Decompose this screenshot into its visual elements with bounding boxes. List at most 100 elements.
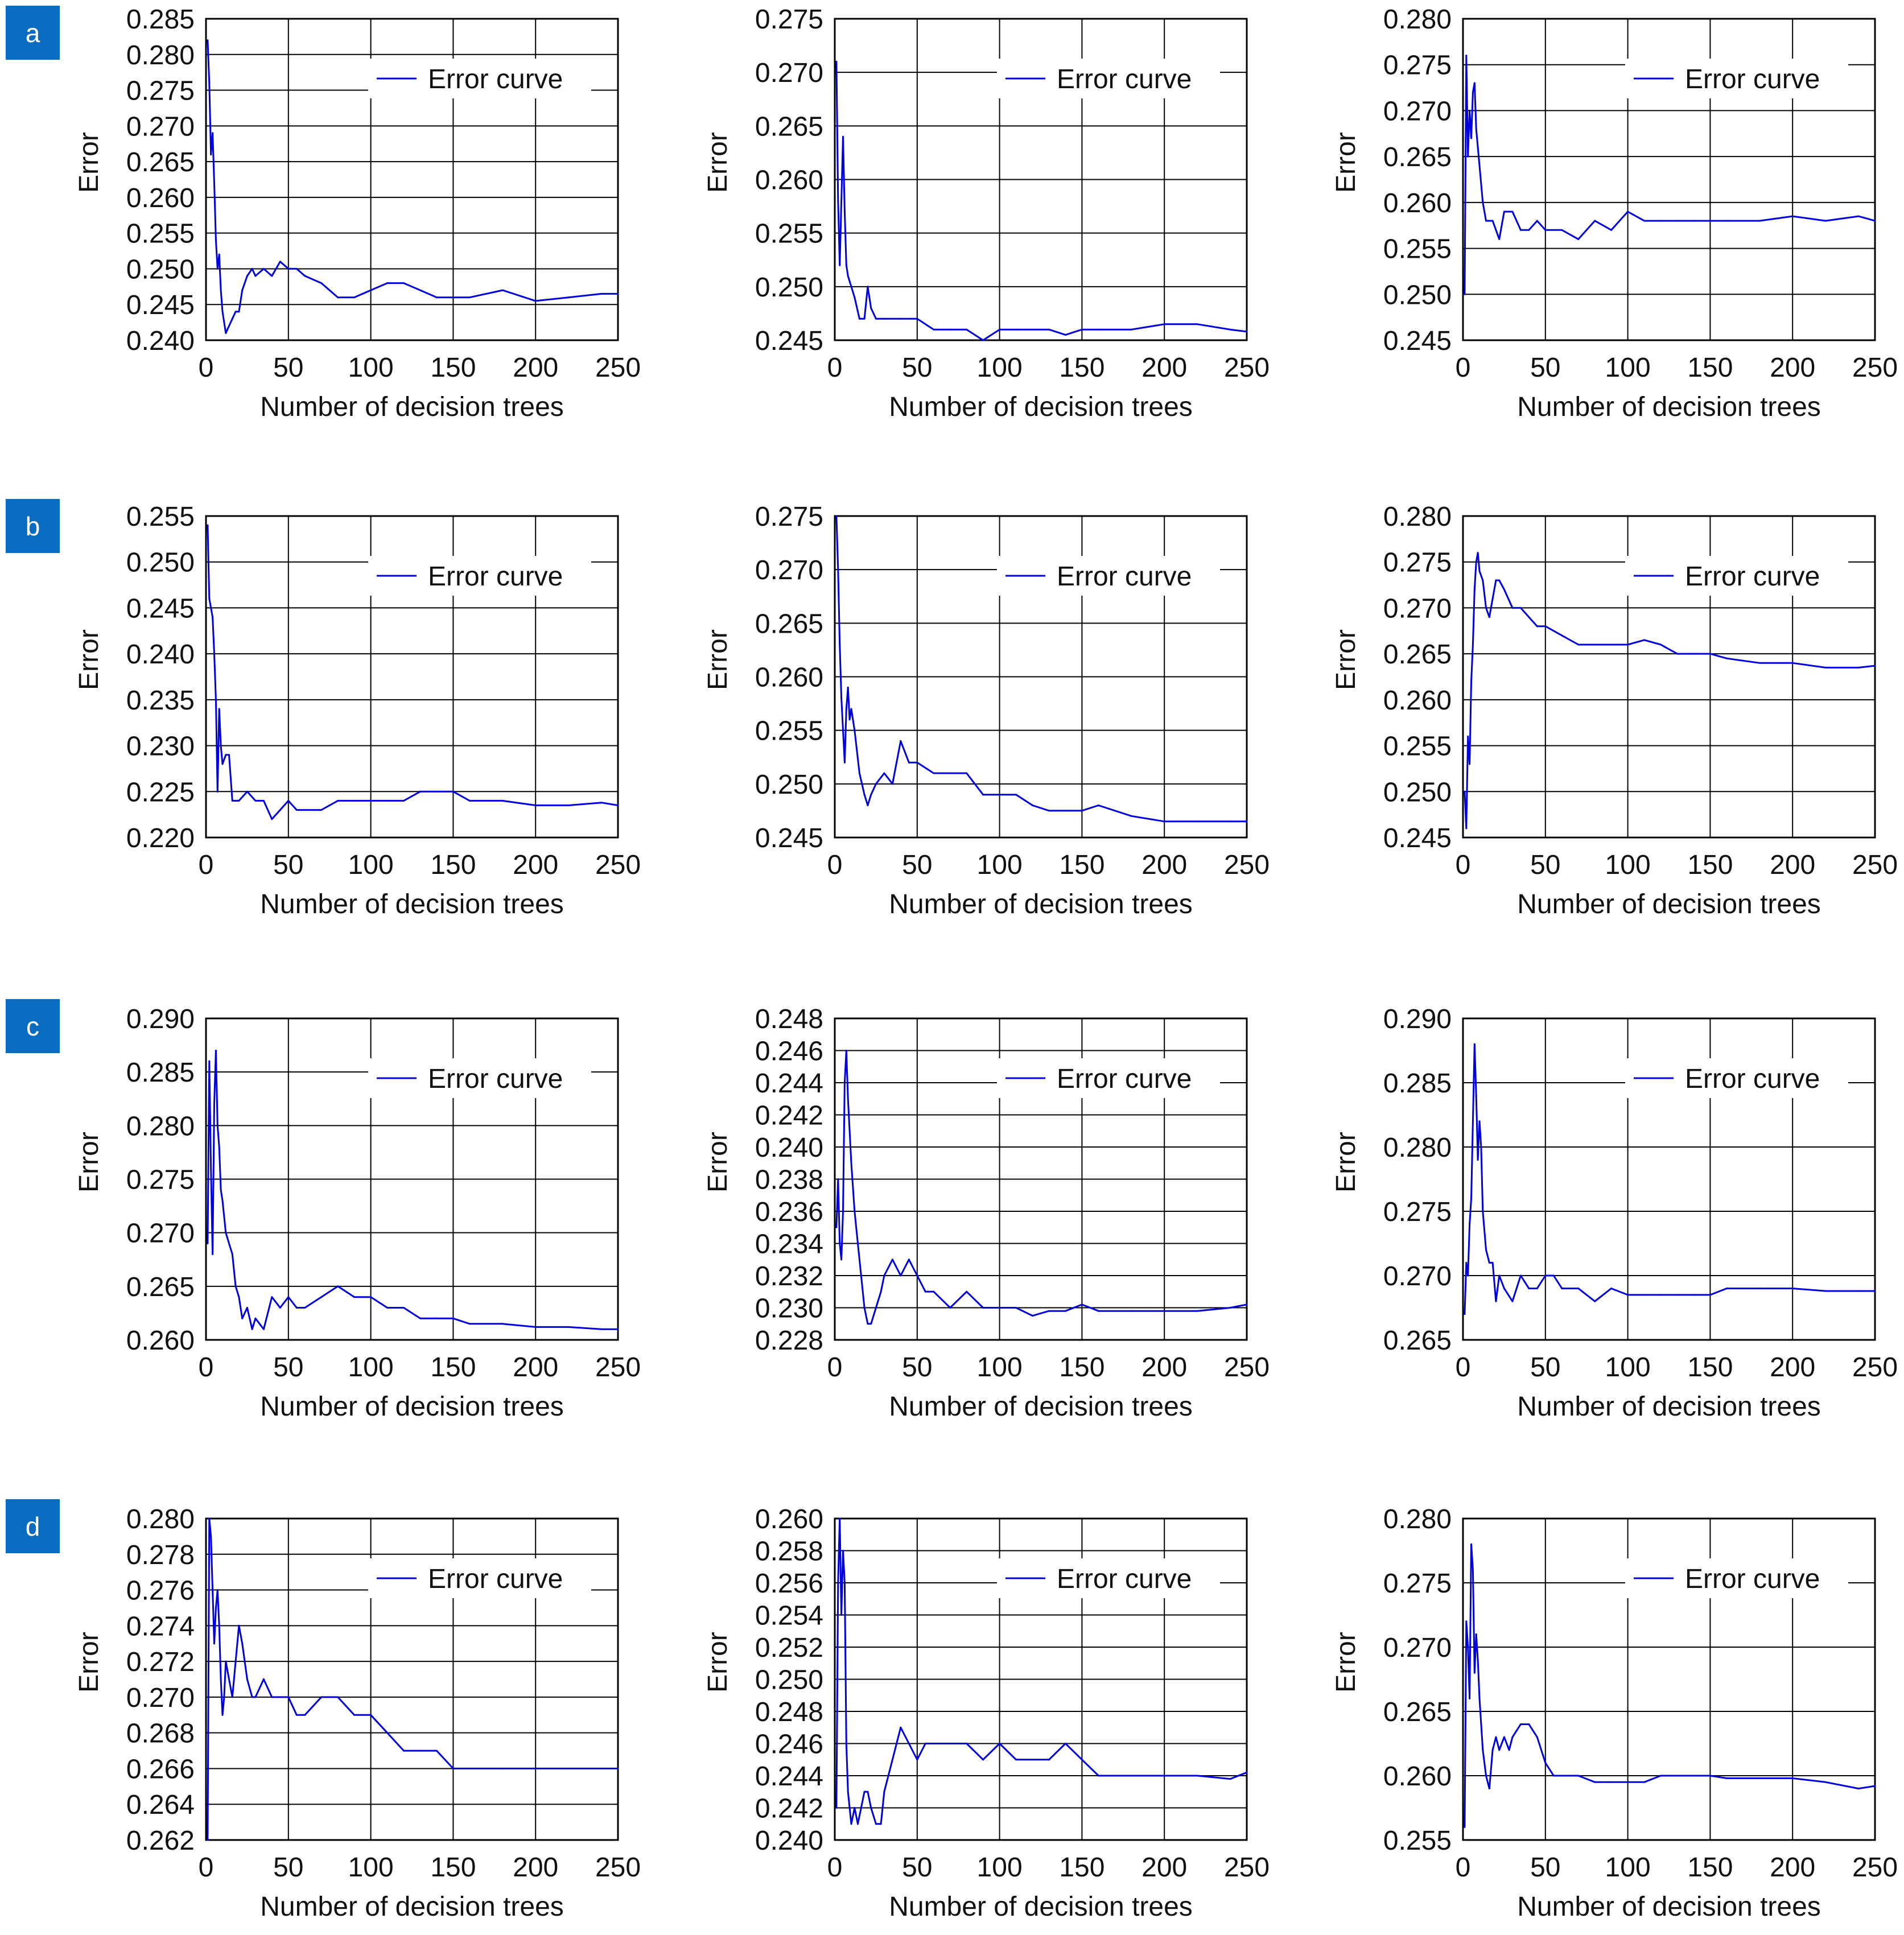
- data-point: [1485, 1249, 1487, 1251]
- data-point: [452, 790, 454, 793]
- data-point: [1491, 597, 1494, 600]
- y-tick-label: 0.285: [126, 5, 195, 35]
- data-point: [1015, 1307, 1017, 1309]
- data-point: [419, 289, 421, 291]
- data-point: [875, 1823, 877, 1825]
- data-point: [207, 39, 209, 42]
- data-point: [386, 799, 389, 802]
- x-tick-label: 150: [1687, 1352, 1733, 1383]
- x-tick-label: 250: [1852, 353, 1898, 383]
- data-point: [287, 1296, 290, 1298]
- data-point: [845, 1050, 847, 1051]
- y-tick-label: 0.264: [126, 1790, 195, 1820]
- x-tick-label: 150: [430, 353, 476, 383]
- data-point: [857, 1243, 859, 1244]
- data-point: [534, 1326, 537, 1328]
- data-point: [883, 772, 885, 774]
- data-point: [840, 697, 843, 699]
- data-point: [858, 317, 860, 320]
- data-point: [220, 289, 222, 291]
- data-point: [1536, 1288, 1538, 1290]
- data-point: [966, 328, 968, 331]
- data-point: [1519, 1723, 1522, 1726]
- data-point: [221, 311, 224, 313]
- data-point: [1163, 1775, 1165, 1777]
- data-point: [220, 1678, 222, 1680]
- data-point: [999, 328, 1001, 331]
- data-point: [840, 1614, 843, 1616]
- data-point: [949, 1743, 951, 1744]
- plot-frame: [834, 1517, 1248, 1841]
- data-point: [875, 1307, 877, 1309]
- y-tick-label: 0.276: [126, 1576, 195, 1606]
- data-point: [850, 1823, 852, 1825]
- data-point: [1488, 220, 1490, 222]
- x-axis-title: Number of decision trees: [889, 392, 1193, 422]
- data-point: [1482, 1749, 1484, 1751]
- data-point: [1503, 588, 1505, 591]
- data-point: [880, 1823, 882, 1825]
- y-tick-label: 0.260: [1383, 1761, 1452, 1792]
- data-point: [1163, 1310, 1165, 1312]
- legend-label: Error curve: [1057, 64, 1192, 94]
- data-point: [403, 282, 405, 284]
- y-tick-label: 0.260: [1383, 188, 1452, 218]
- y-tick-label: 0.270: [126, 1683, 195, 1713]
- y-tick-label: 0.265: [1383, 640, 1452, 670]
- data-point: [1643, 639, 1646, 641]
- x-tick-label: 100: [348, 353, 394, 383]
- data-point: [860, 1807, 862, 1809]
- data-point: [1577, 1775, 1580, 1777]
- data-point: [1097, 1775, 1099, 1777]
- y-tick-label: 0.265: [1383, 142, 1452, 172]
- data-point: [254, 799, 257, 802]
- data-point: [1857, 1290, 1860, 1292]
- data-point: [501, 799, 504, 802]
- data-point: [1528, 229, 1530, 231]
- data-point: [863, 794, 866, 796]
- x-tick-label: 200: [1770, 1853, 1815, 1883]
- data-point: [212, 616, 214, 618]
- y-tick-label: 0.246: [755, 1730, 823, 1760]
- data-point: [567, 804, 570, 806]
- data-point: [246, 1678, 248, 1680]
- data-point: [1561, 229, 1563, 231]
- data-point: [1511, 1736, 1514, 1738]
- data-point: [271, 275, 273, 277]
- data-point: [241, 1317, 244, 1319]
- data-point: [1692, 1294, 1695, 1296]
- data-point: [320, 1296, 323, 1298]
- data-point: [370, 799, 372, 802]
- data-point: [1503, 1288, 1505, 1290]
- data-point: [1469, 1697, 1471, 1699]
- y-tick-label: 0.245: [755, 326, 823, 356]
- x-tick-label: 200: [1770, 1352, 1815, 1383]
- data-point: [1725, 657, 1728, 659]
- data-point: [617, 1328, 619, 1330]
- y-tick-label: 0.245: [1383, 326, 1452, 356]
- y-tick-label: 0.280: [1383, 1504, 1452, 1534]
- data-point: [231, 1253, 233, 1255]
- error-curve-line: [1464, 55, 1876, 295]
- data-point: [1643, 220, 1646, 222]
- y-axis-title: Error: [74, 132, 104, 193]
- x-tick-label: 100: [1605, 850, 1651, 880]
- data-point: [924, 1290, 926, 1293]
- data-point: [1594, 643, 1596, 646]
- data-point: [1594, 220, 1596, 222]
- y-tick-label: 0.240: [755, 1133, 823, 1163]
- x-tick-label: 0: [199, 1352, 214, 1383]
- y-tick-label: 0.265: [1383, 1697, 1452, 1727]
- data-point: [1643, 1294, 1646, 1296]
- chart-a-1: Error curve 0 50 100 150 200 250 0.240 0.245 0.25…: [74, 5, 641, 422]
- data-point: [854, 1807, 856, 1809]
- data-point: [848, 719, 851, 721]
- data-point: [840, 200, 843, 202]
- data-point: [933, 1743, 935, 1744]
- data-point: [218, 708, 220, 710]
- data-point: [213, 182, 215, 184]
- data-point: [1048, 328, 1050, 331]
- data-point: [403, 799, 405, 802]
- data-point: [207, 524, 209, 526]
